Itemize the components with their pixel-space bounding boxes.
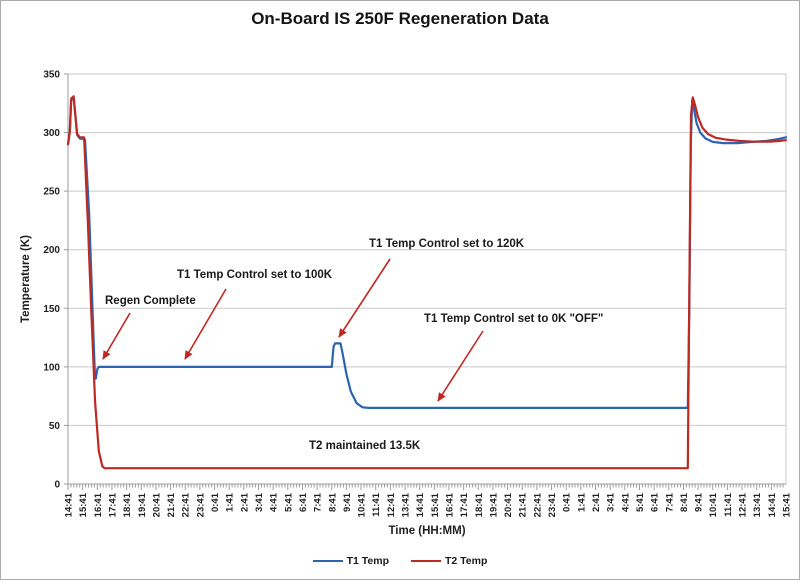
svg-text:3:41: 3:41 <box>606 492 617 512</box>
svg-text:19:41: 19:41 <box>488 492 499 517</box>
svg-text:2:41: 2:41 <box>591 492 602 512</box>
y-axis-tick-labels: 0 50 100 150 200 250 300 350 <box>43 70 60 491</box>
annotation-arrow-0 <box>102 312 131 360</box>
series-t2-temp <box>66 95 788 470</box>
svg-text:11:41: 11:41 <box>371 492 382 516</box>
svg-text:5:41: 5:41 <box>635 492 646 512</box>
annotation-text-4: T2 maintained 13.5K <box>309 440 421 452</box>
svg-text:12:41: 12:41 <box>738 492 749 517</box>
t1-line-swatch <box>312 560 343 562</box>
svg-text:8:41: 8:41 <box>327 492 338 512</box>
svg-text:15:41: 15:41 <box>78 492 89 517</box>
annotation-arrow-2 <box>338 258 391 338</box>
annotation-text-2: T1 Temp Control set to 120K <box>369 238 525 250</box>
svg-text:11:41: 11:41 <box>723 492 734 516</box>
svg-text:1:41: 1:41 <box>225 492 236 512</box>
svg-text:15:41: 15:41 <box>782 492 793 517</box>
svg-text:150: 150 <box>43 304 60 315</box>
svg-text:12:41: 12:41 <box>386 492 397 517</box>
svg-text:23:41: 23:41 <box>195 492 206 517</box>
svg-text:22:41: 22:41 <box>181 492 192 517</box>
svg-text:20:41: 20:41 <box>503 492 514 517</box>
svg-text:2:41: 2:41 <box>239 492 250 512</box>
legend-item-t2: T2 Temp <box>411 555 487 567</box>
svg-text:200: 200 <box>43 245 60 256</box>
svg-text:6:41: 6:41 <box>298 492 309 512</box>
axes <box>64 73 786 490</box>
svg-text:23:41: 23:41 <box>547 492 558 517</box>
svg-text:250: 250 <box>43 187 60 198</box>
svg-text:9:41: 9:41 <box>342 492 353 512</box>
svg-text:18:41: 18:41 <box>474 492 485 517</box>
svg-text:4:41: 4:41 <box>620 492 631 512</box>
svg-text:10:41: 10:41 <box>708 492 719 517</box>
svg-text:21:41: 21:41 <box>166 492 177 517</box>
svg-text:100: 100 <box>43 362 60 373</box>
annotation-arrow-3 <box>437 330 484 402</box>
t2-line-swatch <box>411 560 441 562</box>
chart-legend: T1 Temp T2 Temp <box>1 555 799 567</box>
y-axis-title: Temperature (K) <box>20 235 32 323</box>
svg-text:7:41: 7:41 <box>664 492 675 512</box>
svg-text:8:41: 8:41 <box>679 492 690 512</box>
svg-text:21:41: 21:41 <box>518 492 529 517</box>
svg-text:6:41: 6:41 <box>650 492 661 512</box>
svg-text:16:41: 16:41 <box>444 492 455 517</box>
series-t1-temp <box>66 96 788 409</box>
svg-text:14:41: 14:41 <box>415 492 426 517</box>
annotations: Regen Complete T1 Temp Control set to 100… <box>102 238 603 452</box>
x-axis-tick-labels: 14:41 15:41 16:41 17:41 18:41 19:41 20:41 21:41… <box>64 492 793 517</box>
annotation-arrow-1 <box>184 288 227 360</box>
svg-text:0: 0 <box>54 480 60 491</box>
svg-text:9:41: 9:41 <box>694 492 705 512</box>
legend-label-t1: T1 Temp <box>346 555 389 567</box>
chart-title: On-Board IS 250F Regeneration Data <box>251 9 549 28</box>
svg-text:18:41: 18:41 <box>122 492 133 517</box>
svg-text:350: 350 <box>43 70 60 81</box>
svg-text:4:41: 4:41 <box>269 492 280 512</box>
data-series <box>66 95 788 470</box>
legend-item-t1: T1 Temp <box>312 555 389 567</box>
svg-text:3:41: 3:41 <box>254 492 265 512</box>
gridlines <box>68 73 787 484</box>
svg-text:50: 50 <box>49 421 61 432</box>
svg-text:14:41: 14:41 <box>64 492 75 517</box>
svg-text:10:41: 10:41 <box>357 492 368 517</box>
svg-text:7:41: 7:41 <box>313 492 324 512</box>
annotation-text-3: T1 Temp Control set to 0K "OFF" <box>424 313 603 325</box>
legend-label-t2: T2 Temp <box>445 555 488 567</box>
svg-text:16:41: 16:41 <box>93 492 104 517</box>
annotation-text-1: T1 Temp Control set to 100K <box>177 269 333 281</box>
svg-text:13:41: 13:41 <box>752 492 763 517</box>
svg-text:20:41: 20:41 <box>151 492 162 517</box>
annotation-text-0: Regen Complete <box>105 295 196 307</box>
svg-text:15:41: 15:41 <box>430 492 441 517</box>
svg-text:0:41: 0:41 <box>210 492 221 512</box>
svg-text:14:41: 14:41 <box>767 492 778 517</box>
svg-text:17:41: 17:41 <box>107 492 118 517</box>
svg-text:300: 300 <box>43 128 60 139</box>
svg-text:19:41: 19:41 <box>137 492 148 517</box>
svg-text:1:41: 1:41 <box>576 492 587 512</box>
svg-text:17:41: 17:41 <box>459 492 470 517</box>
svg-text:13:41: 13:41 <box>401 492 412 517</box>
svg-text:0:41: 0:41 <box>562 492 573 512</box>
svg-text:22:41: 22:41 <box>532 492 543 517</box>
svg-text:5:41: 5:41 <box>283 492 294 512</box>
x-axis-title: Time (HH:MM) <box>388 525 465 537</box>
